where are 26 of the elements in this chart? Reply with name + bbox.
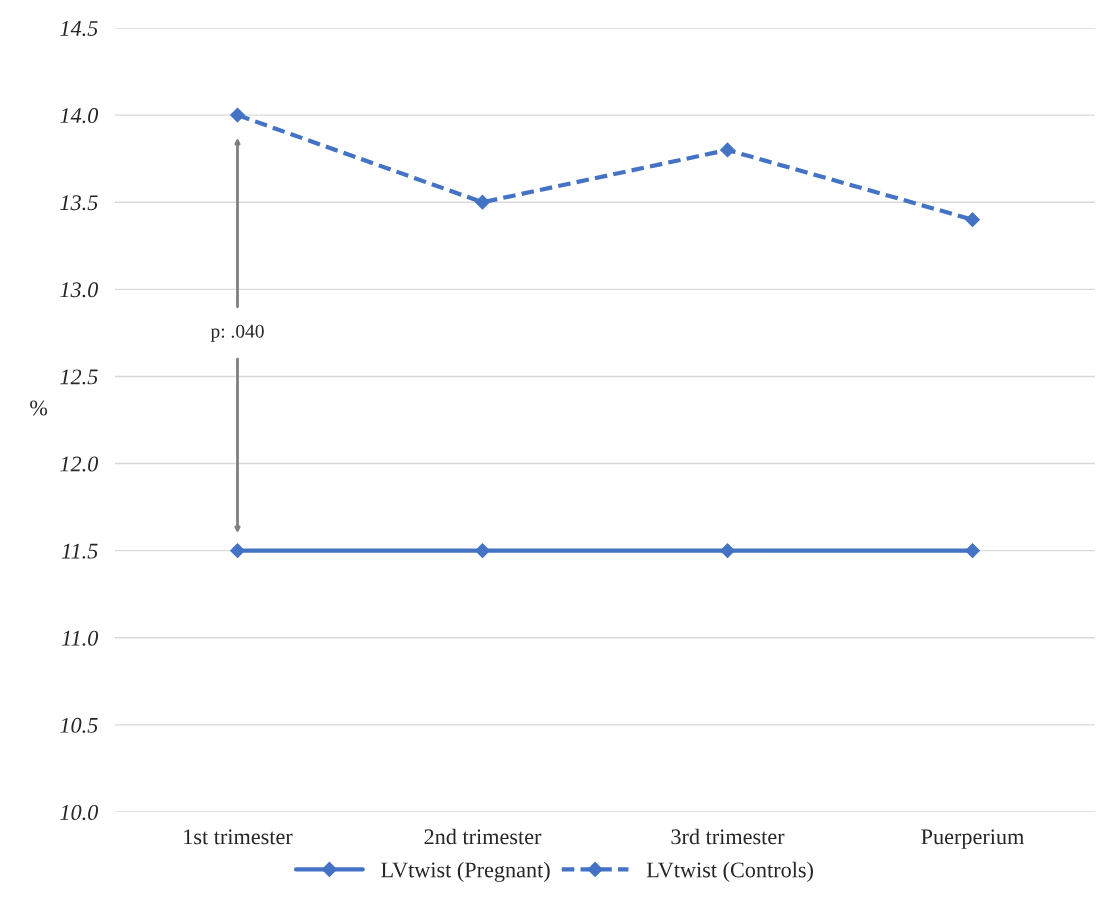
legend-label: LVtwist (Pregnant) xyxy=(381,861,550,882)
x-tick-label: 2nd trimester xyxy=(424,828,542,845)
point xyxy=(475,194,490,210)
y-tick-label: 14.0 xyxy=(60,108,99,124)
y-tick-label: 10.5 xyxy=(60,717,98,733)
x-tick-label: Puerperium xyxy=(921,829,1024,849)
y-axis-title: % xyxy=(30,400,48,416)
y-tick-label: 11.0 xyxy=(61,630,99,646)
y-tick-label: 12.0 xyxy=(60,456,99,472)
point xyxy=(230,543,245,559)
point xyxy=(720,142,735,158)
legend-label: LVtwist (Controls) xyxy=(646,861,813,882)
y-tick-label: 10.0 xyxy=(60,804,99,821)
point xyxy=(475,543,490,559)
y-tick-label: 13.5 xyxy=(60,195,98,211)
y-tick-label: 12.5 xyxy=(60,369,98,385)
x-tick-label: 1st trimester xyxy=(184,829,293,845)
y-tick-label: 14.5 xyxy=(60,21,98,37)
annotation: p: .040 xyxy=(210,324,264,342)
point xyxy=(230,107,245,123)
point xyxy=(965,212,980,228)
point xyxy=(720,543,735,559)
x-tick-label: 3rd trimester xyxy=(671,828,785,845)
point xyxy=(965,543,980,559)
y-tick-label: 13.0 xyxy=(60,282,99,298)
y-tick-label: 11.5 xyxy=(61,543,98,559)
